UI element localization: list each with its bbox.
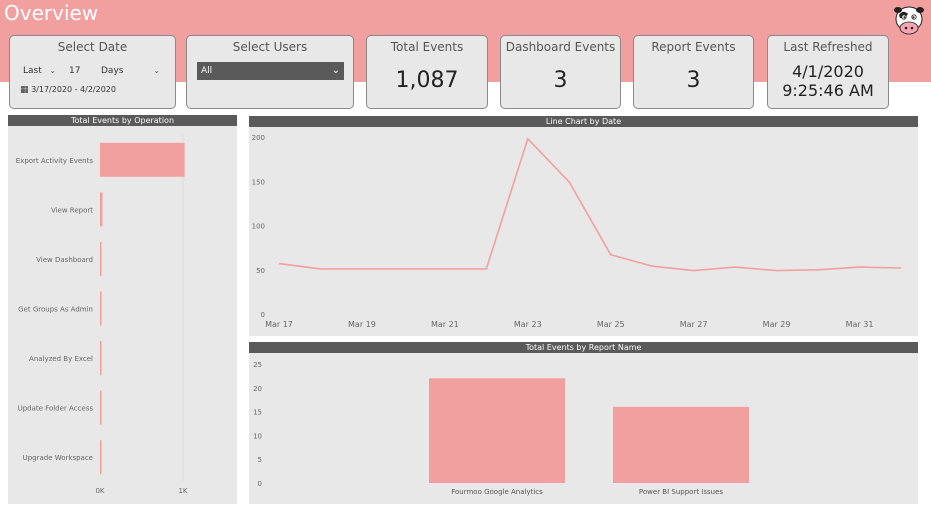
bar (100, 390, 102, 425)
y-tick-label: 150 (252, 178, 265, 186)
chevron-down-icon: ⌄ (331, 65, 340, 76)
bar (613, 406, 749, 483)
category-label: Power BI Support Issues (639, 488, 723, 496)
kpi-value: 1,087 (395, 68, 459, 93)
page-title: Overview (4, 1, 99, 25)
last-refreshed-label: Last Refreshed (783, 40, 873, 54)
bar (100, 440, 102, 475)
kpi-dashboard-events: Dashboard Events 3 (500, 35, 621, 109)
period-count-value: 17 (69, 66, 81, 76)
chevron-down-icon: ⌄ (49, 66, 56, 75)
operation-chart-title: Total Events by Operation (8, 115, 237, 126)
date-line-chart-panel: Line Chart by Date 0 50 100 150 200 Mar 17 Mar… (249, 116, 918, 336)
x-tick-label: Mar 29 (763, 320, 791, 329)
y-tick-label: 50 (256, 267, 265, 275)
x-tick-label: Mar 31 (846, 320, 874, 329)
category-label: Export Activity Events (16, 157, 94, 165)
operation-bar-chart: Export Activity Events View Report View Da… (16, 135, 188, 495)
kpi-report-events: Report Events 3 (633, 35, 754, 109)
x-tick-label: Mar 19 (348, 320, 376, 329)
category-label: Analyzed By Excel (29, 355, 93, 363)
category-label: Fourmoo Google Analytics (451, 488, 543, 496)
bar (100, 341, 102, 376)
bar (100, 241, 102, 276)
date-line-chart: 0 50 100 150 200 Mar 17 Mar 19 Mar 21 Mar 23 Mar … (252, 134, 902, 329)
date-range: ▦ 3/17/2020 - 4/2/2020 (20, 85, 116, 95)
kpi-label: Report Events (651, 40, 736, 54)
x-tick-label: Mar 27 (680, 320, 708, 329)
bar (100, 142, 185, 177)
users-dropdown-value: All (201, 66, 213, 76)
chevron-down-icon: ⌄ (153, 66, 160, 75)
series-line (278, 137, 902, 272)
x-tick-label: Mar 23 (514, 320, 542, 329)
line-chart-title: Line Chart by Date (249, 116, 918, 127)
category-label: Update Folder Access (18, 405, 94, 413)
cow-icon (894, 6, 924, 35)
date-filter-label: Select Date (57, 40, 128, 54)
bar (429, 378, 565, 483)
kpi-label: Dashboard Events (505, 40, 616, 54)
kpi-total-events: Total Events 1,087 (366, 35, 488, 109)
y-tick-label: 100 (252, 223, 265, 231)
users-filter-card: Select Users All ⌄ (186, 35, 354, 109)
period-unit-value: Days (101, 66, 124, 76)
y-tick-label: 200 (252, 134, 265, 142)
last-refreshed-card: Last Refreshed 4/1/2020 9:25:46 AM (767, 35, 889, 109)
bar (100, 192, 103, 227)
x-tick-label: 0K (95, 487, 104, 495)
users-dropdown[interactable]: All ⌄ (197, 62, 344, 80)
last-refreshed-value: 4/1/2020 9:25:46 AM (768, 62, 888, 100)
bar (100, 291, 102, 326)
kpi-value: 3 (553, 68, 568, 93)
x-tick-label: 1K (178, 487, 187, 495)
y-tick-label: 25 (253, 361, 262, 369)
category-label: Get Groups As Admin (18, 306, 93, 314)
y-tick-label: 5 (258, 456, 262, 464)
date-range-text: 3/17/2020 - 4/2/2020 (31, 85, 116, 94)
users-filter-label: Select Users (232, 40, 308, 54)
kpi-label: Total Events (390, 40, 464, 54)
date-filter-card: Select Date Last ⌄ 17 Days ⌄ ▦ 3/17/2020… (9, 35, 176, 109)
x-tick-label: Mar 21 (431, 320, 459, 329)
last-refreshed-date: 4/1/2020 (792, 62, 864, 81)
relative-period-select[interactable]: Last ⌄ (20, 62, 60, 80)
kpi-value: 3 (686, 68, 701, 93)
y-tick-label: 15 (253, 409, 262, 417)
category-label: View Report (51, 206, 93, 214)
y-tick-label: 20 (253, 385, 262, 393)
period-unit-select[interactable]: Days ⌄ (98, 62, 164, 80)
y-tick-label: 0 (258, 480, 262, 488)
x-tick-label: Mar 17 (265, 320, 293, 329)
category-label: Upgrade Workspace (23, 454, 93, 462)
relative-period-value: Last (23, 66, 42, 76)
y-tick-label: 10 (253, 432, 262, 440)
category-label: View Dashboard (36, 256, 93, 264)
y-tick-label: 0 (261, 311, 265, 319)
last-refreshed-time: 9:25:46 AM (782, 81, 874, 100)
report-chart-title: Total Events by Report Name (249, 342, 918, 353)
report-bar-chart: 0 5 10 15 20 25 Fourmoo Google Analytics Power … (253, 361, 749, 496)
period-count-input[interactable]: 17 (66, 62, 92, 80)
x-tick-label: Mar 25 (597, 320, 625, 329)
calendar-icon: ▦ (20, 85, 29, 95)
operation-chart-panel: Total Events by Operation Export Activit… (8, 115, 237, 504)
report-chart-panel: Total Events by Report Name 0 5 10 15 20 25 Fo… (249, 342, 918, 504)
